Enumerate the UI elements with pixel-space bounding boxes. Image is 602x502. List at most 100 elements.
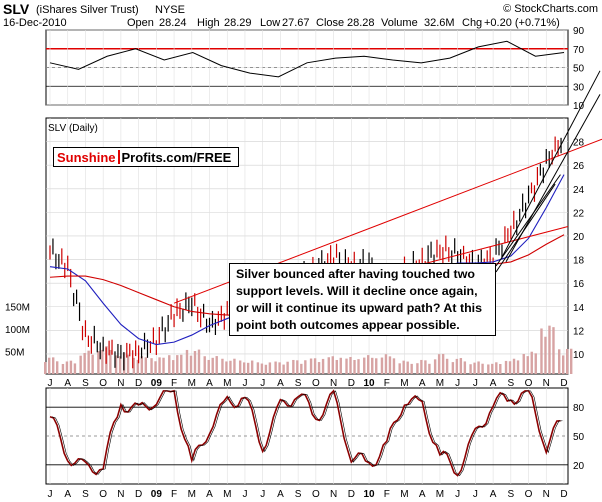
logo-part1: Sunshine [57,149,116,165]
volume-bar [207,359,210,374]
price-tick-label: 24 [573,185,585,196]
volume-bar [331,356,334,374]
open-value: 28.24 [159,17,187,29]
volume-bar [552,327,555,374]
volume-bar [172,360,175,374]
volume-bar [562,355,565,374]
volume-bar [114,355,118,374]
x-tick-label: M [223,378,231,389]
volume-bar [406,361,409,374]
volume-bar [132,357,136,374]
volume-bar [371,357,374,374]
volume-bar [487,364,490,374]
x-tick-label: O [312,378,320,389]
x-tick-label-bottom: N [543,489,550,500]
x-tick-label-bottom: 10 [363,489,375,500]
volume-bar [203,356,206,374]
x-tick-label-bottom: M [188,489,196,500]
x-tick-label-bottom: J [455,489,460,500]
volume-label: Volume [381,17,418,29]
volume-bar [193,351,197,374]
volume-bar [221,358,224,374]
volume-bar [335,359,338,374]
volume-bar [118,356,122,374]
volume-bar [52,357,55,374]
volume-bar [225,361,228,374]
volume-bar [242,362,246,374]
x-tick-label-bottom: A [490,489,497,500]
source-text: © StockCharts.com [503,3,598,15]
volume-bar [416,363,419,374]
close-label: Close [316,17,344,29]
volume-bar [321,358,325,374]
x-tick-label-bottom: M [400,489,408,500]
volume-bar [445,358,449,374]
axes: 907050301010121416182022242628JJAASSOONN… [5,26,585,500]
logo-part2: Profits.com/FREE [121,149,232,165]
x-tick-label: F [384,378,390,389]
volume-bar [136,359,140,374]
price-tick-label: 14 [573,303,585,314]
volume-bar [233,358,236,374]
volume-bar [327,357,330,374]
volume-bar [292,359,295,374]
volume-bar [459,358,463,374]
ohlc-row: Open 28.24 High 28.29 Low 27.67 Close 28… [127,17,560,29]
volume-bar [229,360,232,374]
volume-bar [61,363,65,374]
volume-bar [566,348,569,374]
volume-bar [544,336,547,374]
x-tick-label: S [295,378,302,389]
volume-bar [168,355,171,374]
volume-bar [282,364,285,374]
x-tick-label: M [436,378,444,389]
x-tick-label-bottom: S [507,489,514,500]
price-tick-label: 26 [573,161,585,172]
annotation-pointers [495,174,561,273]
x-tick-label-bottom: A [419,489,426,500]
volume-bar [481,363,484,374]
annotation-box: Silver bounced after having touched two … [229,263,496,336]
high-value: 28.29 [224,17,252,29]
x-tick-label: A [64,378,71,389]
rsi-tick-label: 70 [573,45,585,56]
volume-bar [304,360,307,374]
volume-bar [274,361,277,374]
volume-bar [473,362,476,374]
volume-bar [428,363,431,374]
x-tick-label: N [330,378,337,389]
volume-bar [375,358,378,374]
x-tick-label: M [400,378,408,389]
volume-bar [150,358,153,374]
volume-bar [268,362,272,374]
volume-bar [250,360,254,374]
date-text: 16-Dec-2010 [3,17,67,29]
volume-bar [477,361,480,374]
volume-bar [69,360,73,374]
volume-bar [246,362,250,374]
volume-tick-label: 50M [5,348,24,359]
volume-bar [339,357,342,374]
volume-bar [353,359,356,374]
volume-bar [402,360,405,374]
x-tick-label: O [99,378,107,389]
volume-bar [97,351,100,374]
x-tick-label: D [135,378,142,389]
volume-tick-label: 100M [5,325,30,336]
volume-bar [83,353,86,374]
volume-bar [380,357,384,374]
volume-bar [260,363,264,374]
x-tick-label-bottom: D [560,489,567,500]
volume-bar [388,356,392,374]
volume-bar [499,364,502,374]
volume-bar [441,353,445,374]
volume-bar [469,364,472,374]
x-tick-label: S [82,378,89,389]
x-tick-label-bottom: F [171,489,177,500]
x-tick-label: D [348,378,355,389]
volume-bar [455,358,459,374]
low-label: Low [260,17,280,29]
volume-bar [154,361,157,374]
volume-bar [180,354,183,374]
x-tick-label: O [525,378,533,389]
